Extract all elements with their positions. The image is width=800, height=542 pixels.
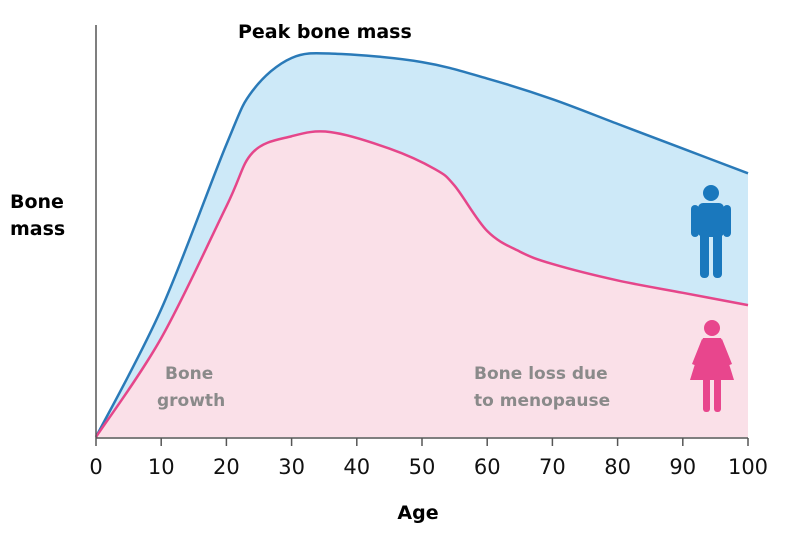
line-women — [94, 130, 749, 438]
x-tick-label: 0 — [89, 455, 102, 479]
x-tick-label: 60 — [474, 455, 501, 479]
annotation-bone-growth-line1: Bone — [165, 364, 213, 384]
annotation-menopause-line2: to menopause — [474, 391, 610, 411]
chart-title: Peak bone mass — [238, 21, 412, 43]
line-men — [94, 51, 749, 438]
x-tick-label: 10 — [148, 455, 175, 479]
annotation-menopause-line1: Bone loss due — [474, 364, 608, 384]
x-tick-label: 40 — [343, 455, 370, 479]
x-tick-label: 80 — [604, 455, 631, 479]
y-axis-label-line1: Bone — [10, 191, 64, 213]
x-tick-label: 100 — [728, 455, 768, 479]
x-tick-label: 90 — [669, 455, 696, 479]
y-axis-label-line2: mass — [10, 218, 65, 240]
annotation-bone-growth-line2: growth — [157, 391, 225, 411]
x-tick-label: 50 — [409, 455, 436, 479]
x-tick-label: 70 — [539, 455, 566, 479]
x-axis-label: Age — [397, 502, 438, 524]
x-tick-label: 20 — [213, 455, 240, 479]
female-figure-icon — [690, 320, 734, 412]
male-figure-icon — [691, 185, 731, 278]
x-tick-label: 30 — [278, 455, 305, 479]
area-women — [96, 131, 748, 438]
